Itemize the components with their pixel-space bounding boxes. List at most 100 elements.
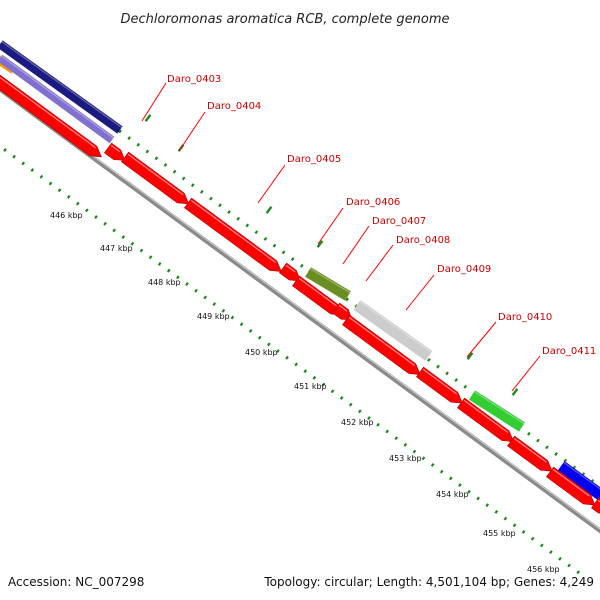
inner-tick: [476, 496, 480, 501]
inner-tick: [239, 322, 244, 327]
inner-tick: [549, 550, 553, 555]
feature-band: [0, 54, 115, 144]
inner-tick: [148, 255, 153, 260]
outer-major-tick: [511, 388, 519, 396]
cds-arrow-body: [457, 397, 515, 443]
cds-track: [0, 72, 600, 514]
outer-tick: [427, 357, 431, 362]
inner-tick: [567, 563, 571, 568]
inner-tick: [194, 288, 198, 293]
cds-arrow: [546, 466, 596, 506]
outer-tick: [263, 236, 268, 241]
cds-arrow: [279, 262, 302, 282]
inner-tick: [3, 148, 7, 152]
tick-label: 455 kbp: [483, 529, 516, 538]
cds-arrow-highlight: [190, 199, 276, 263]
cds-arrow-body: [342, 314, 421, 375]
inner-tick: [394, 436, 399, 441]
inner-tick: [339, 396, 344, 400]
inner-tick: [294, 362, 298, 367]
outer-tick: [181, 176, 186, 181]
cds-arrow: [507, 435, 553, 472]
inner-tick: [257, 335, 262, 340]
outer-tick: [290, 257, 295, 262]
inner-tick: [412, 449, 417, 454]
outer-tick: [172, 169, 177, 174]
cds-arrow-body: [507, 435, 553, 472]
cds-arrow-highlight: [422, 368, 458, 395]
cds-arrow: [104, 142, 126, 161]
tick-label: 450 kbp: [245, 348, 278, 357]
inner-tick: [530, 536, 535, 541]
kbp-tick-labels: 446 kbp 447 kbp 448 kbp 449 kbp 450 kbp …: [50, 211, 560, 574]
map-title: Dechloromonas aromatica RCB, complete ge…: [120, 12, 449, 27]
outer-tick: [445, 371, 449, 376]
cds-arrow-highlight: [338, 304, 348, 312]
cds-arrow-highlight: [110, 144, 120, 153]
outer-tick: [554, 452, 558, 456]
tick-label: 448 kbp: [148, 278, 181, 287]
cds-arrow-highlight: [127, 153, 184, 196]
inner-tick: [358, 409, 362, 414]
label-leader: [466, 321, 497, 358]
inner-tick: [221, 308, 226, 313]
outer-tick: [527, 431, 531, 436]
inner-tick: [403, 442, 408, 447]
cds-arrow: [121, 151, 190, 205]
cds-arrow: [457, 397, 515, 443]
outer-tick: [454, 378, 459, 383]
inner-tick: [176, 275, 180, 280]
cds-arrow-body: [0, 72, 102, 158]
inner-tick: [12, 154, 16, 159]
outer-tick: [254, 230, 259, 235]
tick-label: 452 kbp: [341, 418, 374, 427]
inner-tick: [130, 241, 135, 246]
inner-tick: [503, 516, 508, 521]
inner-tick: [467, 489, 471, 494]
inner-tick: [312, 375, 317, 380]
label-leader: [405, 274, 435, 311]
cds-arrow-highlight: [285, 264, 296, 273]
feature-band-shine: [359, 300, 433, 353]
cds-arrow: [0, 72, 102, 158]
tick-label: 453 kbp: [389, 454, 422, 463]
outer-tick: [163, 163, 168, 167]
cds-arrow-highlight: [552, 468, 590, 497]
inner-tick: [230, 315, 235, 320]
inner-tick: [48, 181, 53, 186]
outer-tick: [299, 263, 304, 268]
outer-tick: [545, 445, 549, 450]
gene-label: Daro_0403: [167, 74, 221, 85]
cds-arrow-body: [121, 151, 190, 205]
gene-labels: Daro_0403 Daro_0404 Daro_0405 Daro_0406 …: [167, 74, 596, 357]
inner-tick: [512, 523, 517, 528]
inner-tick: [276, 349, 280, 353]
inner-tick: [285, 355, 289, 360]
backbone-line: [0, 86, 600, 534]
inner-tick: [103, 221, 107, 226]
feature-band-shine: [1, 41, 123, 129]
genome-summary-text: Topology: circular; Length: 4,501,104 bp…: [263, 575, 594, 589]
cds-arrow-highlight: [348, 316, 415, 366]
gene-label: Daro_0404: [207, 101, 261, 112]
inner-tick: [112, 228, 117, 233]
outer-tick: [190, 183, 195, 188]
label-leader: [511, 355, 541, 392]
inner-tick: [458, 483, 462, 488]
feature-band: [557, 461, 600, 502]
label-leaders: [141, 82, 541, 392]
cds-arrow-highlight: [513, 437, 547, 463]
cds-arrow-body: [279, 262, 302, 282]
inner-tick: [494, 509, 499, 514]
outer-tick: [345, 297, 350, 302]
gene-label: Daro_0410: [498, 312, 552, 323]
feature-band: [469, 390, 525, 432]
feature-band-shine: [310, 268, 351, 294]
inner-tick: [75, 201, 80, 206]
cds-arrow-body: [416, 366, 463, 404]
feature-band: [305, 267, 351, 301]
gene-label: Daro_0409: [437, 264, 491, 275]
feature-band: [353, 300, 433, 361]
outer-tick: [154, 156, 159, 161]
outer-major-tick: [144, 114, 152, 122]
